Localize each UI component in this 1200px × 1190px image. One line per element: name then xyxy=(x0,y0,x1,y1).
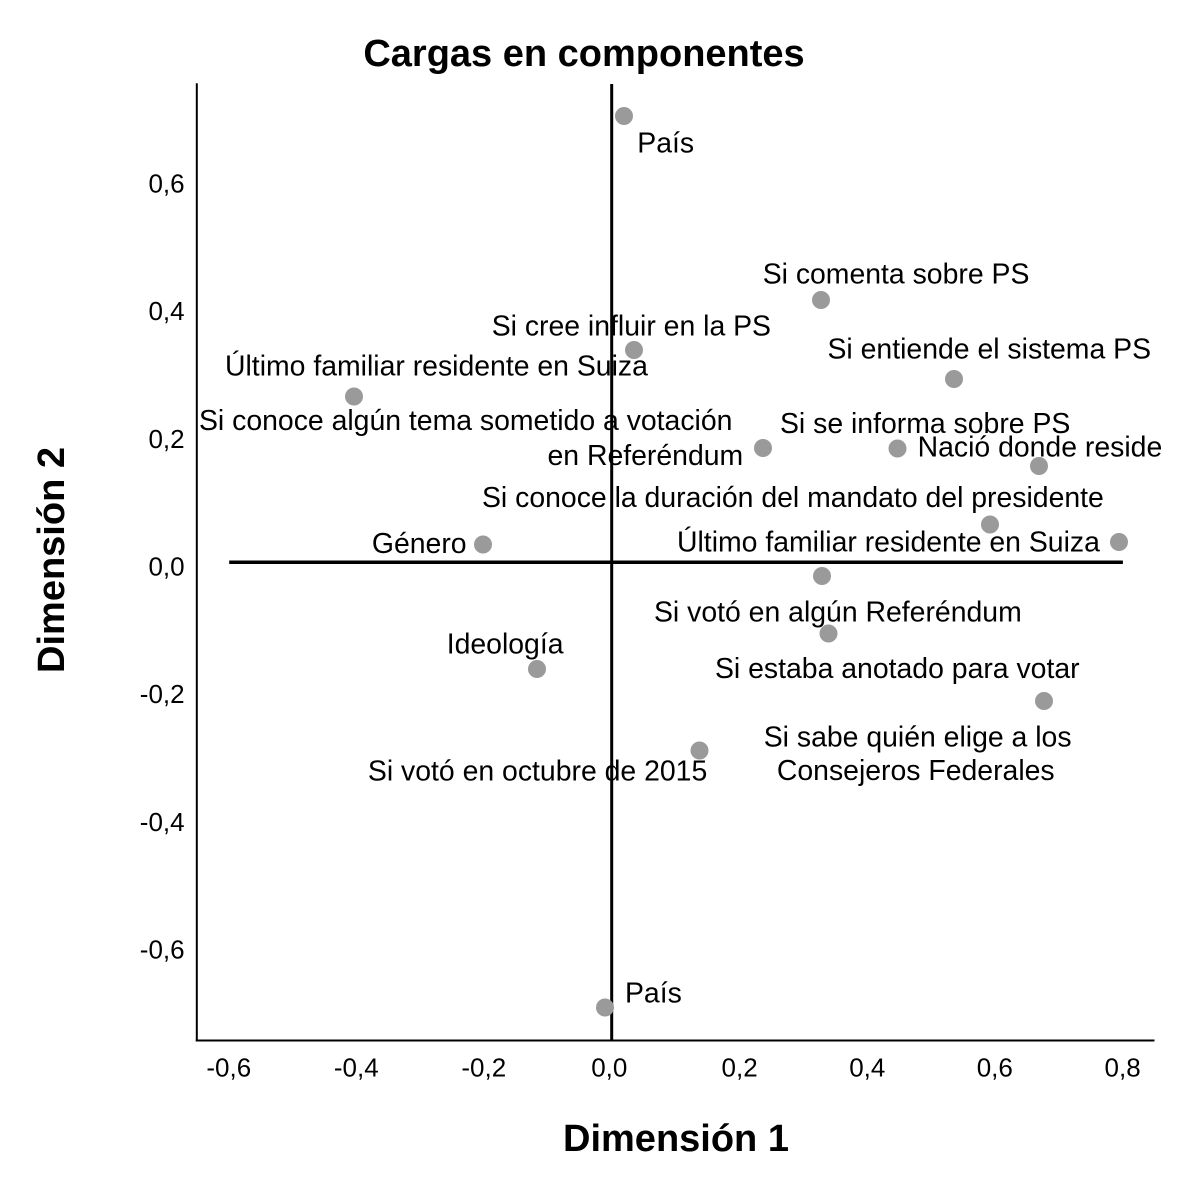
svg-text:0,2: 0,2 xyxy=(148,424,184,454)
svg-text:Cargas en componentes: Cargas en componentes xyxy=(363,33,804,75)
svg-text:Género: Género xyxy=(372,528,467,560)
svg-text:0,2: 0,2 xyxy=(722,1053,758,1083)
svg-text:0,6: 0,6 xyxy=(977,1053,1013,1083)
svg-text:País: País xyxy=(637,128,694,160)
svg-text:en Referéndum: en Referéndum xyxy=(548,440,744,472)
svg-text:0,0: 0,0 xyxy=(148,552,184,582)
svg-text:Si sabe quién elige a los: Si sabe quién elige a los xyxy=(764,721,1072,753)
svg-text:Si se informa sobre PS: Si se informa sobre PS xyxy=(780,408,1070,440)
svg-text:Si votó en algún Referéndum: Si votó en algún Referéndum xyxy=(654,596,1022,628)
svg-text:-0,4: -0,4 xyxy=(334,1053,379,1083)
svg-text:Si comenta sobre PS: Si comenta sobre PS xyxy=(763,258,1030,290)
svg-text:Dimensión 1: Dimensión 1 xyxy=(563,1118,789,1160)
svg-text:-0,6: -0,6 xyxy=(140,935,185,965)
svg-text:País: País xyxy=(625,978,682,1010)
svg-text:Si cree influir en la PS: Si cree influir en la PS xyxy=(492,310,771,342)
svg-text:-0,2: -0,2 xyxy=(461,1053,506,1083)
svg-text:Ideología: Ideología xyxy=(447,628,564,660)
svg-text:-0,4: -0,4 xyxy=(140,807,185,837)
svg-text:-0,6: -0,6 xyxy=(206,1053,251,1083)
svg-text:Dimensión 2: Dimensión 2 xyxy=(31,447,73,673)
svg-text:0,4: 0,4 xyxy=(849,1053,885,1083)
svg-text:Si conoce la duración del mand: Si conoce la duración del mandato del pr… xyxy=(482,482,1104,514)
svg-text:Nació donde reside: Nació donde reside xyxy=(918,432,1163,464)
svg-text:0,8: 0,8 xyxy=(1105,1053,1141,1083)
svg-text:Último familiar residente en S: Último familiar residente en Suiza xyxy=(225,350,648,382)
svg-text:0,6: 0,6 xyxy=(148,169,184,199)
svg-text:Si votó en octubre de 2015: Si votó en octubre de 2015 xyxy=(368,755,707,787)
svg-text:-0,2: -0,2 xyxy=(140,679,185,709)
svg-text:Si estaba anotado para votar: Si estaba anotado para votar xyxy=(715,653,1080,685)
svg-text:0,0: 0,0 xyxy=(591,1053,627,1083)
svg-text:Consejeros Federales: Consejeros Federales xyxy=(777,755,1055,787)
svg-text:Si entiende el sistema PS: Si entiende el sistema PS xyxy=(828,334,1152,366)
svg-text:Último familiar residente en S: Último familiar residente en Suiza xyxy=(677,527,1100,559)
svg-text:0,4: 0,4 xyxy=(148,296,184,326)
svg-text:Si conoce algún tema sometido: Si conoce algún tema sometido a votación xyxy=(199,405,732,437)
